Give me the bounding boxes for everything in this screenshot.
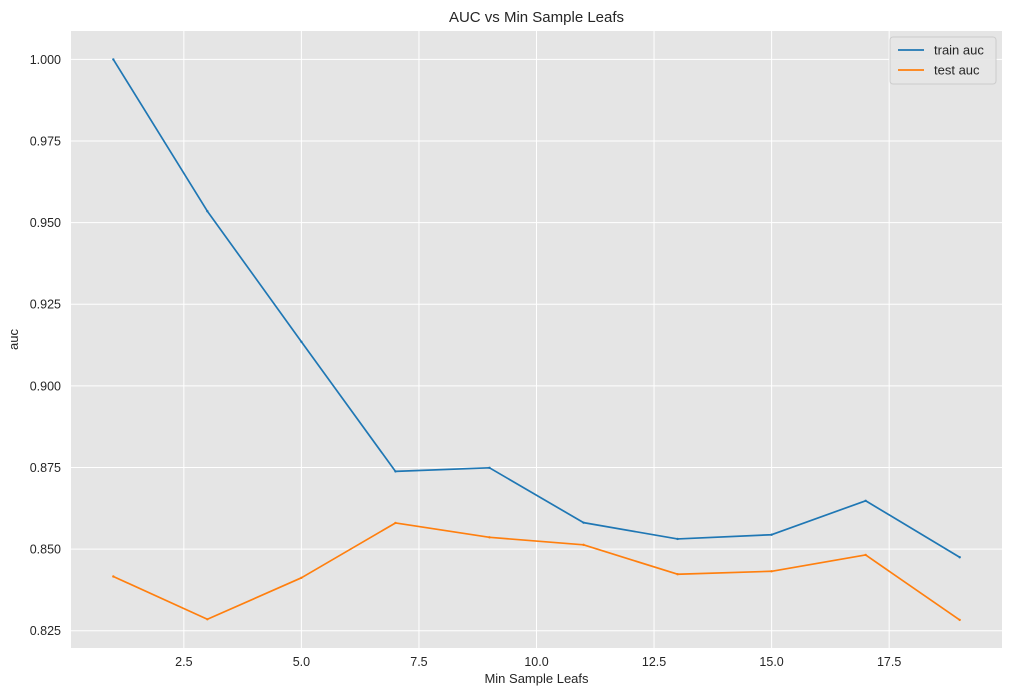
- x-axis-label: Min Sample Leafs: [484, 671, 589, 686]
- test-auc-point: [206, 618, 209, 621]
- train-auc-line: [112, 58, 961, 559]
- y-tick-label: 0.975: [30, 135, 61, 149]
- tick-labels: 2.5 5.0 7.5 10.0 12.5 15.0 17.5 0.825 0.850 0.875…: [30, 53, 902, 669]
- test-auc-point: [582, 543, 585, 547]
- chart-title: AUC vs Min Sample Leafs: [449, 9, 624, 26]
- train-auc-point: [582, 521, 585, 524]
- train-auc-point: [770, 533, 773, 536]
- x-tick-label: 10.0: [524, 655, 548, 669]
- x-tick-label: 17.5: [877, 655, 901, 669]
- grid-lines: [71, 31, 1002, 648]
- data-series: [112, 58, 961, 622]
- x-tick-label: 5.0: [293, 655, 310, 669]
- legend-box: [889, 36, 997, 85]
- legend-label-train-auc: train auc: [934, 43, 984, 58]
- train-auc-point: [112, 58, 115, 61]
- y-tick-label: 0.825: [30, 624, 61, 638]
- test-auc-point: [958, 618, 961, 622]
- train-auc-point: [394, 470, 397, 473]
- y-tick-label: 0.925: [30, 298, 61, 312]
- test-auc-point: [112, 575, 115, 578]
- x-tick-label: 7.5: [410, 655, 427, 669]
- y-tick-label: 1.000: [30, 53, 61, 67]
- y-tick-label: 0.875: [30, 461, 61, 475]
- test-auc-point: [864, 553, 867, 557]
- train-auc-point: [958, 556, 961, 559]
- test-auc-point: [676, 573, 679, 576]
- x-tick-label: 12.5: [642, 655, 666, 669]
- train-auc-point: [206, 210, 209, 213]
- test-auc-point: [770, 570, 773, 573]
- test-auc-line: [112, 522, 961, 621]
- test-auc-point: [300, 576, 303, 580]
- test-auc-point: [488, 536, 491, 539]
- train-auc-point: [864, 499, 867, 502]
- x-tick-label: 2.5: [175, 655, 192, 669]
- x-tick-label: 15.0: [759, 655, 783, 669]
- test-auc-point: [394, 521, 397, 525]
- y-tick-label: 0.850: [30, 543, 61, 557]
- legend: train auc test auc: [889, 36, 997, 85]
- train-auc-point: [300, 340, 303, 343]
- y-axis-label: auc: [6, 329, 21, 350]
- y-tick-label: 0.900: [30, 379, 61, 393]
- legend-label-test-auc: test auc: [934, 63, 980, 78]
- train-auc-point: [488, 466, 491, 469]
- y-tick-label: 0.950: [30, 216, 61, 230]
- train-auc-point: [676, 537, 679, 541]
